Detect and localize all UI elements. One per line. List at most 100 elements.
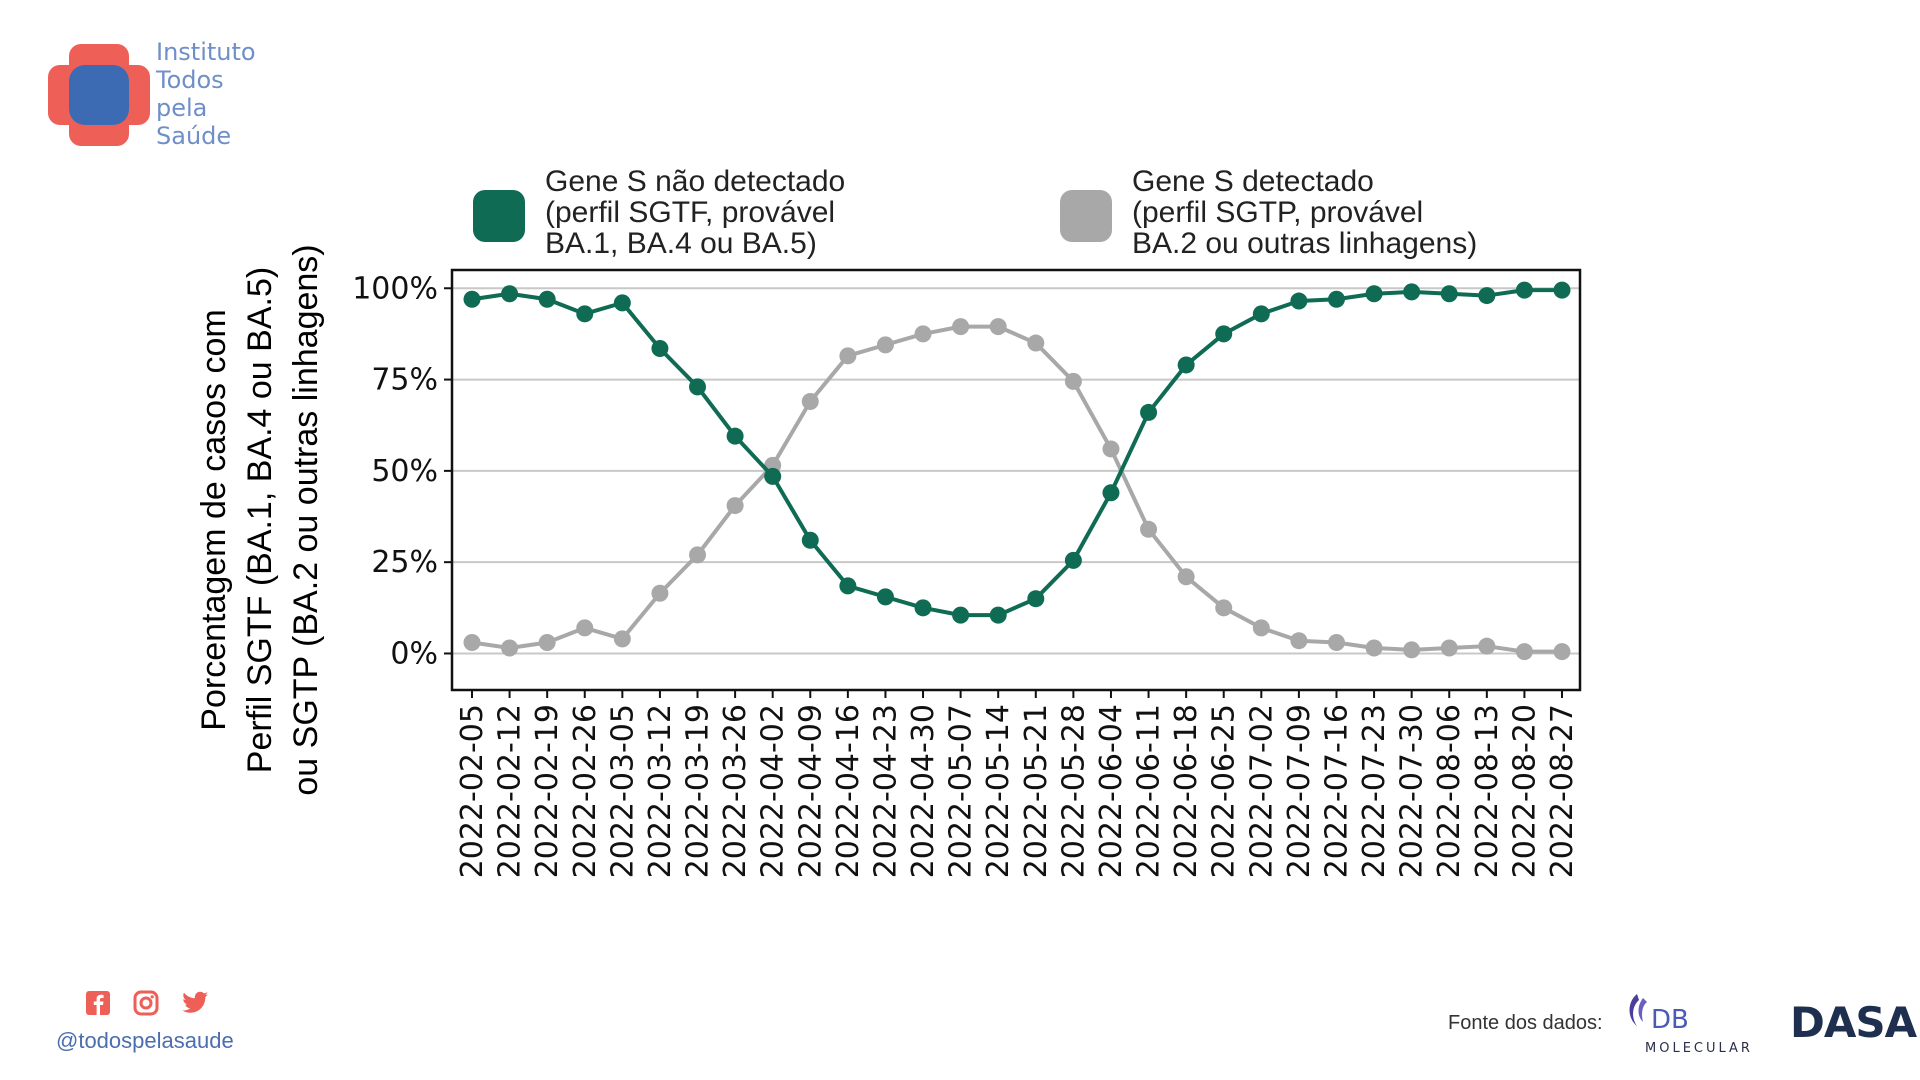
data-point [1290,292,1308,310]
data-point [689,378,707,396]
data-point [1327,634,1345,652]
social-links [85,990,209,1016]
series-line [471,288,1562,618]
legend: Gene S não detectado (perfil SGTF, prová… [473,165,1477,260]
data-point [1440,285,1458,303]
x-tick-label: 2022-07-23 [1357,704,1392,878]
brand-line: Todos [156,66,224,94]
data-point [1252,619,1270,637]
data-point [1102,440,1120,458]
x-tick-label: 2022-08-13 [1470,704,1505,878]
x-tick-label: 2022-04-02 [756,704,791,878]
social-handle[interactable]: @todospelasaude [56,1028,234,1053]
brand-line: Saúde [156,122,232,150]
x-tick-label: 2022-04-30 [906,704,941,878]
data-point [1403,283,1421,301]
twitter-icon[interactable] [181,991,209,1015]
data-source-label: Fonte dos dados: [1448,1012,1603,1034]
data-point [839,577,857,595]
data-point [613,630,631,648]
data-point [613,294,631,312]
brand-line: Instituto [156,38,256,66]
x-tick-label: 2022-07-02 [1244,704,1279,878]
x-tick-label: 2022-05-21 [1019,704,1054,878]
data-point [1553,643,1571,661]
legend-label-sgtf-line3: BA.1, BA.4 ou BA.5) [545,227,817,260]
instagram-icon[interactable] [133,990,159,1016]
data-point [876,336,894,354]
data-point [726,427,744,445]
y-tick-label: 25% [371,545,438,580]
x-tick-label: 2022-07-16 [1319,704,1354,878]
data-point [801,531,819,549]
data-point [1478,287,1496,305]
legend-label-sgtp-line1: Gene S detectado [1132,165,1374,198]
data-point [1140,520,1158,538]
data-point [1403,641,1421,659]
x-tick-label: 2022-02-12 [493,704,528,878]
y-axis-title: Porcentagem de casos com Perfil SGTF (BA… [195,244,325,795]
facebook-icon[interactable] [85,990,111,1016]
data-point [1515,281,1533,299]
data-point [764,467,782,485]
y-tick-label: 75% [371,363,438,398]
y-axis-title-line1: Porcentagem de casos com [195,309,233,730]
data-point [576,305,594,323]
data-point [989,606,1007,624]
data-point [1553,281,1571,299]
legend-label-sgtf-line2: (perfil SGTF, provável [545,196,835,229]
legend-label-sgtf-line1: Gene S não detectado [545,165,845,198]
data-point [1290,632,1308,650]
x-tick-label: 2022-03-19 [681,704,716,878]
data-point [914,599,932,617]
data-point [1027,334,1045,352]
data-point [1215,325,1233,343]
x-tick-label: 2022-05-14 [981,704,1016,878]
x-tick-label: 2022-05-28 [1056,704,1091,878]
data-point [1215,599,1233,617]
data-point [576,619,594,637]
db-molecular-logo: DB MOLECULAR [1629,994,1750,1056]
data-point [651,584,669,602]
legend-swatch-sgtp [1060,190,1112,242]
data-point [1365,639,1383,657]
brand-name: Instituto Todos pela Saúde [156,38,256,150]
x-tick-label: 2022-02-26 [568,704,603,878]
data-point [1027,590,1045,608]
data-point [501,285,519,303]
data-point [463,290,481,308]
legend-swatch-sgtf [473,190,525,242]
x-tick-label: 2022-07-09 [1282,704,1317,878]
x-axis: 2022-02-05 2022-02-12 2022-02-19 2022-02-26… [455,690,1580,878]
y-tick-label: 100% [352,271,438,306]
x-tick-label: 2022-03-12 [643,704,678,878]
legend-label-sgtp-line2: (perfil SGTP, provável [1132,196,1423,229]
data-point [1064,551,1082,569]
cross-plus-icon [48,44,150,146]
x-tick-label: 2022-06-25 [1207,704,1242,878]
grid [452,287,1580,655]
data-point [1515,643,1533,661]
legend-label-sgtp-line3: BA.2 ou outras linhagens) [1132,227,1477,260]
series-sgtp [463,318,1571,661]
series-sgtf [463,281,1571,624]
x-tick-label: 2022-08-06 [1432,704,1467,878]
x-tick-label: 2022-03-26 [718,704,753,878]
data-point [914,325,932,343]
y-axis-title-line2: Perfil SGTF (BA.1, BA.4 ou BA.5) [241,267,279,773]
series-line [471,324,1562,654]
dasa-logo: DASA [1790,998,1917,1047]
plot-frame [450,268,1582,692]
x-tick-label: 2022-04-23 [868,704,903,878]
data-point [952,318,970,336]
data-point [1140,403,1158,421]
data-point [989,318,1007,336]
data-point [1478,637,1496,655]
data-point [1102,484,1120,502]
data-point [651,340,669,358]
y-tick-label: 0% [390,636,438,671]
y-tick-label: 50% [371,454,438,489]
data-point [726,497,744,515]
